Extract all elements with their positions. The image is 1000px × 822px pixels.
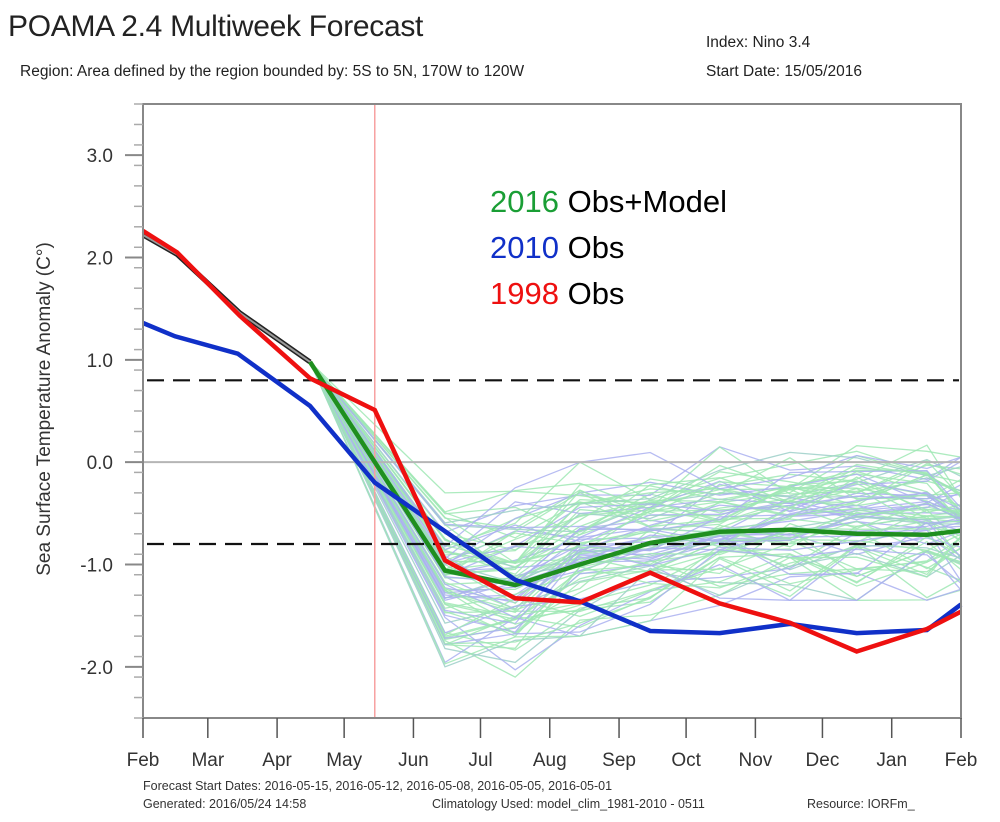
series-lines	[141, 228, 963, 654]
legend-year: 2016	[490, 184, 559, 219]
ensemble-member-line	[309, 361, 962, 625]
ensemble-member-line	[309, 361, 962, 576]
x-tick-label: Aug	[533, 750, 567, 771]
x-tick-label: Mar	[191, 750, 224, 771]
y-tick-label: -1.0	[80, 556, 113, 577]
ensemble-member-line	[309, 361, 962, 645]
y-tick-label: 3.0	[87, 146, 113, 167]
legend-label: Obs	[559, 230, 624, 265]
ensemble-member-line	[309, 361, 962, 638]
ensemble-member-line	[309, 361, 962, 584]
series-line-1998-obs	[141, 228, 963, 654]
ensemble-member-line	[309, 361, 962, 539]
x-tick-label: Apr	[262, 750, 292, 771]
ensemble-member-line	[309, 361, 962, 664]
ensemble-members	[309, 361, 962, 678]
ensemble-member-line	[309, 361, 962, 646]
legend-entry: 2010 Obs	[490, 230, 624, 265]
index-label: Index: Nino 3.4	[706, 34, 811, 51]
ensemble-member-line	[309, 361, 962, 678]
ensemble-member-line	[309, 361, 962, 668]
ensemble-member-line	[309, 361, 962, 635]
x-tick-label: Feb	[127, 750, 160, 771]
chart-title: POAMA 2.4 Multiweek Forecast	[8, 10, 424, 43]
x-tick-label: May	[326, 750, 362, 771]
region-subtitle: Region: Area defined by the region bound…	[20, 63, 525, 80]
legend-year: 2010	[490, 230, 559, 265]
legend-label: Obs+Model	[559, 184, 727, 219]
y-tick-label: 1.0	[87, 351, 113, 372]
x-tick-label: Jul	[468, 750, 492, 771]
resource-label: Resource: IORFm_	[807, 797, 915, 811]
ensemble-member-line	[309, 361, 962, 577]
ensemble-member-line	[309, 361, 962, 560]
ensemble-member-line	[309, 361, 962, 536]
climatology-label: Climatology Used: model_clim_1981-2010 -…	[432, 797, 705, 811]
ensemble-member-line	[309, 361, 962, 619]
axes: 3.0 2.0 1.0 0.0 -1.0 -2.0 Feb Mar Apr May Jun Jul Au…	[80, 103, 978, 771]
ensemble-member-line	[309, 361, 962, 600]
legend-label: Obs	[559, 276, 624, 311]
ensemble-member-line	[309, 361, 962, 564]
generated-timestamp: Generated: 2016/05/24 14:58	[143, 797, 307, 811]
ensemble-member-line	[309, 361, 962, 563]
legend-entry: 1998 Obs	[490, 276, 624, 311]
x-tick-label: Sep	[602, 750, 636, 771]
x-tick-label: Dec	[806, 750, 840, 771]
ensemble-member-line	[309, 361, 962, 572]
y-tick-label: 0.0	[87, 453, 113, 474]
series-line-2016-obs-outline	[141, 232, 312, 364]
x-tick-label: Nov	[738, 750, 772, 771]
y-tick-label: 2.0	[87, 249, 113, 270]
legend-year: 1998	[490, 276, 559, 311]
start-date-label: Start Date: 15/05/2016	[706, 63, 862, 80]
forecast-start-dates: Forecast Start Dates: 2016-05-15, 2016-0…	[143, 779, 613, 793]
x-tick-label: Feb	[945, 750, 978, 771]
ensemble-member-line	[309, 361, 962, 671]
y-tick-label: -2.0	[80, 658, 113, 679]
ensemble-member-line	[309, 361, 962, 624]
x-tick-label: Jan	[876, 750, 907, 771]
ensemble-member-line	[309, 361, 962, 651]
legend-entry: 2016 Obs+Model	[490, 184, 727, 219]
ensemble-member-line	[309, 361, 962, 562]
ensemble-member-line	[309, 361, 962, 586]
x-tick-label: Jun	[398, 750, 429, 771]
ensemble-member-line	[309, 361, 962, 529]
x-tick-label: Oct	[671, 750, 701, 771]
ensemble-member-line	[309, 361, 962, 564]
